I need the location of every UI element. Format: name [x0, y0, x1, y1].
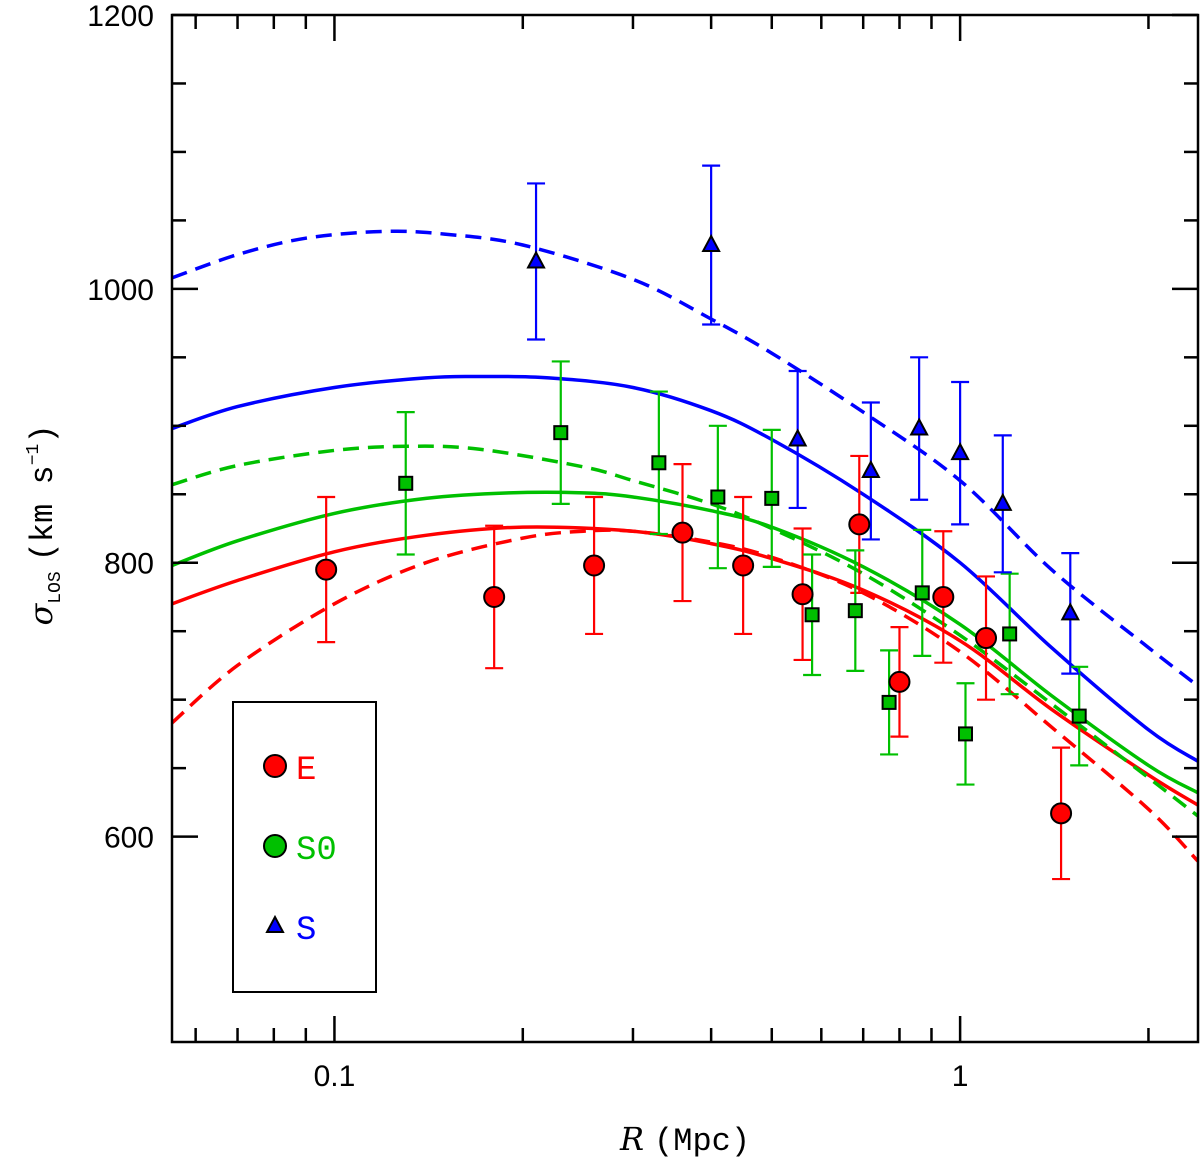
- plot-frame: [170, 13, 1200, 1044]
- legend-label-e: E: [296, 752, 316, 790]
- point-e-8: [932, 585, 955, 608]
- curve-dashed-s0: [172, 444, 1198, 818]
- y-tick-label: 1200: [87, 0, 154, 33]
- point-e-9: [975, 627, 998, 650]
- curve-solid-s: [172, 374, 1198, 763]
- point-s-4: [909, 417, 929, 436]
- y-tick-label: 800: [104, 548, 154, 581]
- error-bars: [317, 164, 1089, 881]
- legend: E S0 S: [232, 701, 377, 993]
- point-s0-9: [957, 726, 973, 742]
- axis-ticks: 600 800 1000 1200 0.1 1: [87, 0, 1198, 1093]
- point-s0-1: [553, 425, 569, 441]
- data-markers: [315, 233, 1087, 825]
- x-tick-label: 1: [952, 1060, 969, 1093]
- point-s0-5: [804, 607, 820, 623]
- point-e-0: [315, 558, 338, 581]
- legend-label-s: S: [296, 912, 316, 950]
- point-e-7: [888, 670, 911, 693]
- point-e-10: [1050, 802, 1073, 825]
- legend-box: [232, 701, 377, 993]
- legend-marker-e: [263, 754, 287, 778]
- legend-marker-s: [265, 914, 285, 933]
- legend-marker-s0: [263, 834, 287, 858]
- point-s-0: [526, 250, 546, 269]
- curve-solid-e: [172, 525, 1198, 807]
- y-axis-title-close: ): [25, 424, 62, 443]
- point-s-5: [950, 442, 970, 461]
- y-axis-title: σLOS (km s−1): [22, 424, 66, 625]
- y-tick-label: 600: [104, 822, 154, 855]
- curve-dashed-s: [172, 229, 1198, 688]
- legend-label-s0: S0: [296, 832, 337, 870]
- x-axis-title-units: (Mpc): [654, 1123, 750, 1160]
- point-e-2: [583, 554, 606, 577]
- point-s0-0: [398, 475, 414, 491]
- x-tick-label: 0.1: [314, 1060, 356, 1093]
- point-e-3: [671, 521, 694, 544]
- point-s0-4: [764, 490, 780, 506]
- point-s-7: [1060, 602, 1080, 621]
- point-s-6: [993, 492, 1013, 511]
- point-s0-10: [1002, 626, 1018, 642]
- y-tick-label: 1000: [87, 274, 154, 307]
- point-s0-11: [1071, 708, 1087, 724]
- point-e-5: [791, 583, 814, 606]
- point-s-3: [861, 459, 881, 478]
- point-s0-8: [914, 585, 930, 601]
- y-axis-title-exponent: −1: [24, 444, 44, 466]
- y-axis-title-subscript: LOS: [46, 571, 66, 603]
- point-s-2: [788, 428, 808, 447]
- point-e-1: [483, 585, 506, 608]
- y-axis-title-units: (km s: [25, 465, 62, 561]
- x-axis-title: R (Mpc): [619, 1120, 750, 1160]
- point-s0-2: [651, 455, 667, 471]
- point-s-1: [701, 233, 721, 253]
- point-e-6: [848, 513, 871, 536]
- point-s0-3: [710, 489, 726, 505]
- point-s0-6: [847, 603, 863, 619]
- point-e-4: [732, 554, 755, 577]
- x-axis-title-variable: R: [619, 1120, 644, 1158]
- point-s0-7: [881, 694, 897, 710]
- model-curves: [172, 229, 1198, 863]
- curve-solid-s0: [172, 490, 1198, 795]
- y-axis-title-symbol: σ: [22, 603, 60, 626]
